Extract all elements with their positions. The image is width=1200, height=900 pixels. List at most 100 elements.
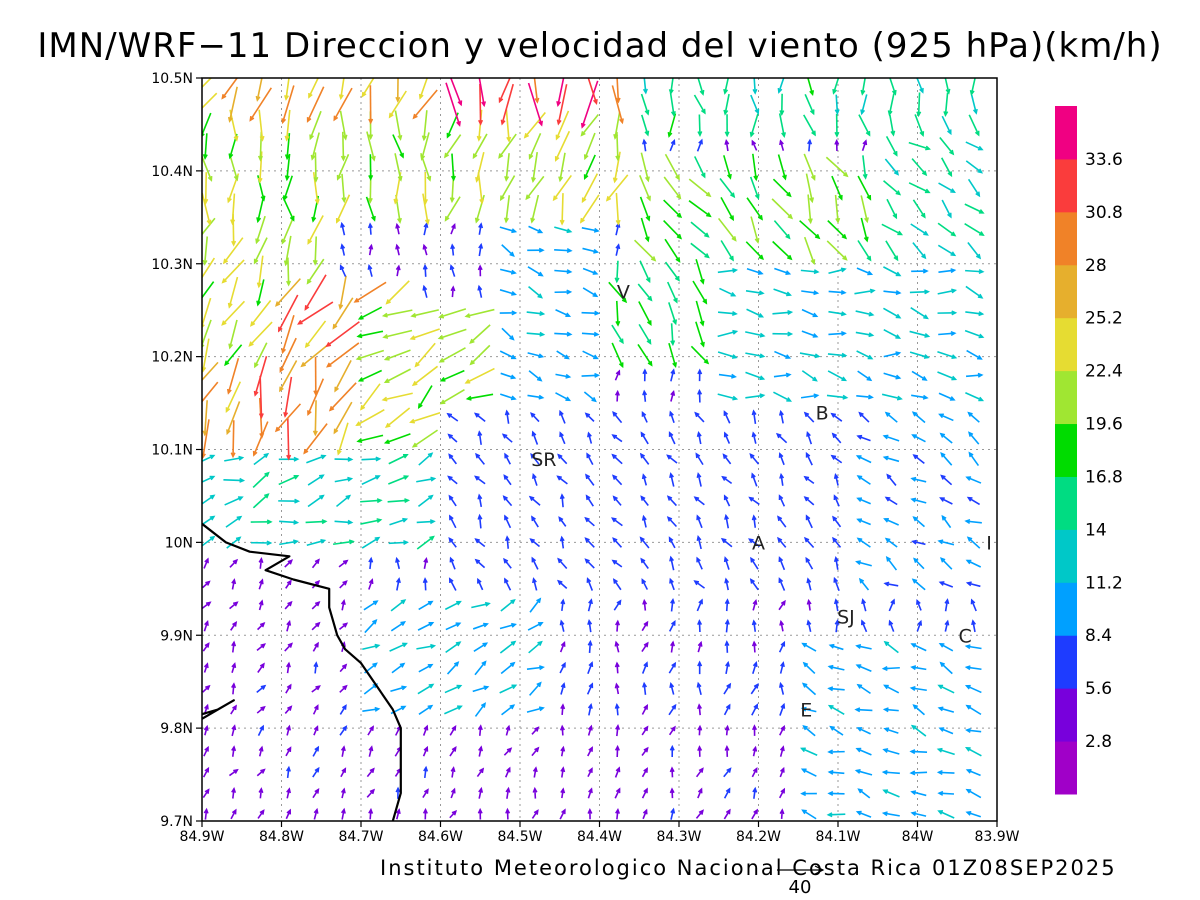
wind-vector: [828, 289, 847, 295]
wind-vector-shaft: [305, 520, 326, 524]
wind-vector-head: [475, 176, 480, 183]
wind-vector-shaft: [913, 516, 925, 528]
wind-vector: [800, 791, 817, 797]
wind-vector-shaft: [834, 474, 839, 486]
wind-vector-shaft: [717, 351, 737, 359]
wind-vector: [253, 356, 268, 397]
wind-vector-shaft: [364, 619, 377, 634]
wind-vector-head: [614, 703, 620, 709]
wind-vector: [418, 452, 434, 466]
wind-vector-shaft: [499, 641, 516, 654]
wind-vector-shaft: [717, 393, 737, 400]
wind-vector-head: [338, 94, 344, 101]
wind-vector: [340, 243, 346, 256]
wind-vector-shaft: [937, 289, 956, 295]
wind-vector-head: [642, 88, 648, 95]
wind-vector: [503, 474, 512, 486]
wind-vector-head: [698, 138, 703, 145]
wind-vector-shaft: [857, 727, 871, 735]
wind-vector-head: [226, 388, 232, 395]
wind-vector-shaft: [668, 302, 677, 324]
wind-vector-head: [732, 268, 739, 273]
city-label: C: [959, 625, 972, 647]
wind-vector: [230, 704, 237, 715]
wind-vector-shaft: [501, 704, 515, 716]
wind-vector-shaft: [970, 78, 976, 95]
wind-vector-head: [228, 343, 234, 350]
wind-vector: [965, 476, 982, 484]
wind-vector-head: [895, 351, 902, 357]
wind-vector: [964, 684, 982, 694]
wind-vector: [582, 350, 599, 360]
wind-vector-head: [841, 376, 848, 382]
wind-vector: [777, 154, 787, 181]
wind-vector: [834, 618, 840, 633]
wind-vector: [826, 240, 848, 261]
wind-vector-shaft: [423, 110, 428, 140]
wind-vector-head: [805, 514, 811, 521]
wind-vector-shaft: [940, 475, 953, 486]
wind-vector-head: [258, 413, 264, 420]
wind-vector-head: [205, 601, 212, 607]
wind-vector-head: [555, 134, 561, 141]
wind-vector-shaft: [719, 287, 736, 297]
wind-vector-head: [383, 439, 390, 445]
wind-vector-head: [885, 556, 891, 562]
wind-vector-shaft: [339, 726, 347, 736]
wind-vector-head: [538, 353, 545, 359]
wind-vector-shaft: [856, 769, 873, 776]
wind-vector-head: [969, 89, 975, 96]
wind-vector-head: [615, 724, 621, 730]
wind-vector-shaft: [725, 579, 730, 591]
wind-vector: [641, 514, 647, 528]
wind-vector: [801, 809, 817, 820]
wind-vector-head: [259, 432, 265, 439]
wind-vector-shaft: [332, 297, 354, 329]
wind-vector-head: [202, 324, 205, 329]
wind-vector-head: [965, 559, 972, 565]
wind-vector-head: [412, 113, 418, 120]
wind-vector-head: [286, 808, 292, 815]
wind-vector-head: [671, 703, 677, 710]
wind-vector: [528, 286, 543, 299]
wind-vector-shaft: [501, 244, 515, 257]
wind-vector: [751, 431, 757, 444]
wind-vector-shaft: [478, 244, 482, 257]
wind-vector-shaft: [752, 432, 757, 444]
wind-vector-shaft: [278, 294, 299, 332]
wind-vector: [965, 391, 985, 402]
wind-vector-head: [237, 496, 244, 501]
wind-vector-head: [971, 619, 976, 626]
colorbar-label: 25.2: [1085, 309, 1123, 329]
wind-vector-head: [297, 319, 303, 325]
wind-vector: [582, 247, 600, 254]
wind-vector-shaft: [341, 131, 345, 160]
wind-vector-head: [530, 217, 536, 224]
wind-vector-head: [314, 558, 320, 564]
wind-vector: [910, 223, 929, 236]
wind-vector-head: [644, 130, 650, 137]
wind-vector: [745, 331, 766, 338]
wind-vector-head: [726, 767, 732, 773]
wind-vector: [725, 660, 730, 675]
wind-vector-shaft: [581, 227, 599, 232]
wind-vector-head: [911, 434, 917, 439]
wind-vector: [803, 496, 815, 506]
wind-vector-head: [750, 556, 756, 563]
wind-vector: [447, 475, 458, 485]
city-label: I: [986, 532, 992, 554]
wind-vector-shaft: [640, 152, 650, 181]
wind-vector-shaft: [807, 78, 814, 95]
wind-vector-shaft: [965, 374, 982, 378]
wind-vector: [779, 139, 785, 151]
wind-vector: [752, 661, 758, 675]
wind-vector-head: [224, 360, 230, 367]
wind-vector-head: [285, 661, 291, 668]
wind-vector: [860, 94, 868, 116]
wind-vector-head: [312, 430, 318, 437]
wind-vector-head: [869, 288, 876, 294]
wind-vector-shaft: [639, 260, 651, 282]
wind-vector-shaft: [723, 768, 732, 778]
wind-vector-head: [423, 765, 429, 772]
wind-vector-head: [397, 134, 403, 141]
